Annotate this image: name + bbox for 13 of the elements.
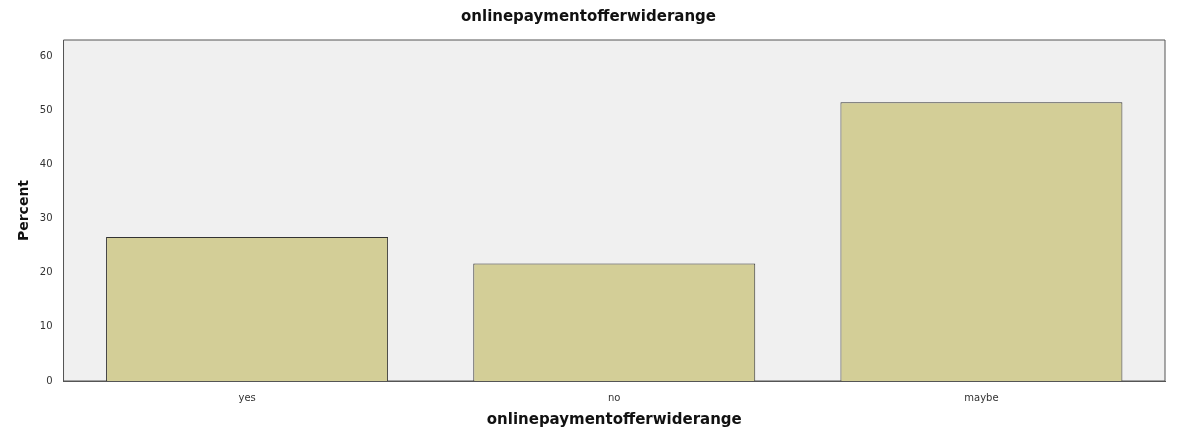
y-tick-label: 60 (39, 49, 53, 61)
y-tick-label: 50 (39, 103, 53, 115)
y-tick-label: 10 (39, 320, 53, 332)
x-axis-title: onlinepaymentofferwiderange (486, 409, 742, 428)
y-axis-title: Percent (15, 179, 32, 242)
y-tick-label: 40 (39, 158, 53, 170)
y-tick-label: 20 (39, 266, 53, 278)
x-tick-label: maybe (964, 391, 999, 403)
chart-title: onlinepaymentofferwiderange (461, 6, 716, 25)
y-tick-label: 30 (39, 212, 53, 224)
y-tick-label: 0 (46, 374, 53, 386)
x-tick-label: yes (238, 391, 256, 403)
x-tick-label: no (608, 391, 621, 403)
